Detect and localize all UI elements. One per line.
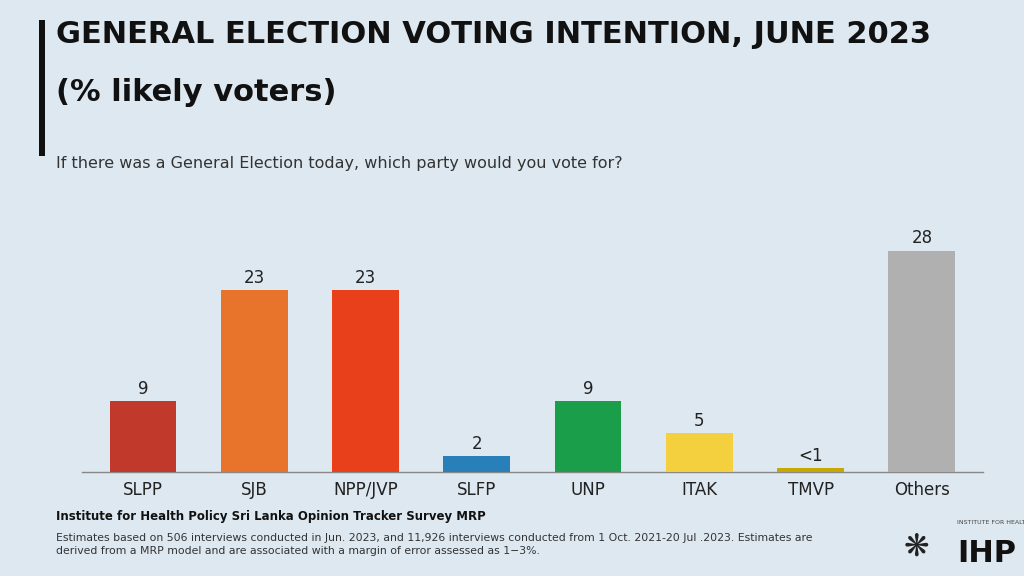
Bar	[443, 456, 510, 472]
Text: 2: 2	[471, 435, 482, 453]
Bar	[332, 290, 399, 472]
Bar	[555, 401, 622, 472]
Text: GENERAL ELECTION VOTING INTENTION, JUNE 2023: GENERAL ELECTION VOTING INTENTION, JUNE …	[56, 20, 931, 49]
Bar	[221, 290, 288, 472]
Bar	[666, 433, 733, 472]
Text: IHP: IHP	[957, 539, 1017, 567]
Text: INSTITUTE FOR HEALTH POLICY: INSTITUTE FOR HEALTH POLICY	[957, 520, 1024, 525]
Text: 9: 9	[583, 380, 593, 398]
Text: 23: 23	[355, 269, 376, 287]
Text: 5: 5	[694, 412, 705, 430]
Bar	[777, 468, 844, 472]
Text: If there was a General Election today, which party would you vote for?: If there was a General Election today, w…	[56, 156, 623, 170]
Bar	[889, 251, 955, 472]
Text: 23: 23	[244, 269, 265, 287]
Text: <1: <1	[799, 447, 823, 465]
Text: 9: 9	[138, 380, 148, 398]
Bar	[110, 401, 176, 472]
Text: ❋: ❋	[904, 533, 929, 562]
Text: 28: 28	[911, 229, 933, 248]
Text: (% likely voters): (% likely voters)	[56, 78, 337, 107]
Text: Institute for Health Policy Sri Lanka Opinion Tracker Survey MRP: Institute for Health Policy Sri Lanka Op…	[56, 510, 486, 523]
Text: Estimates based on 506 interviews conducted in Jun. 2023, and 11,926 interviews : Estimates based on 506 interviews conduc…	[56, 533, 813, 556]
